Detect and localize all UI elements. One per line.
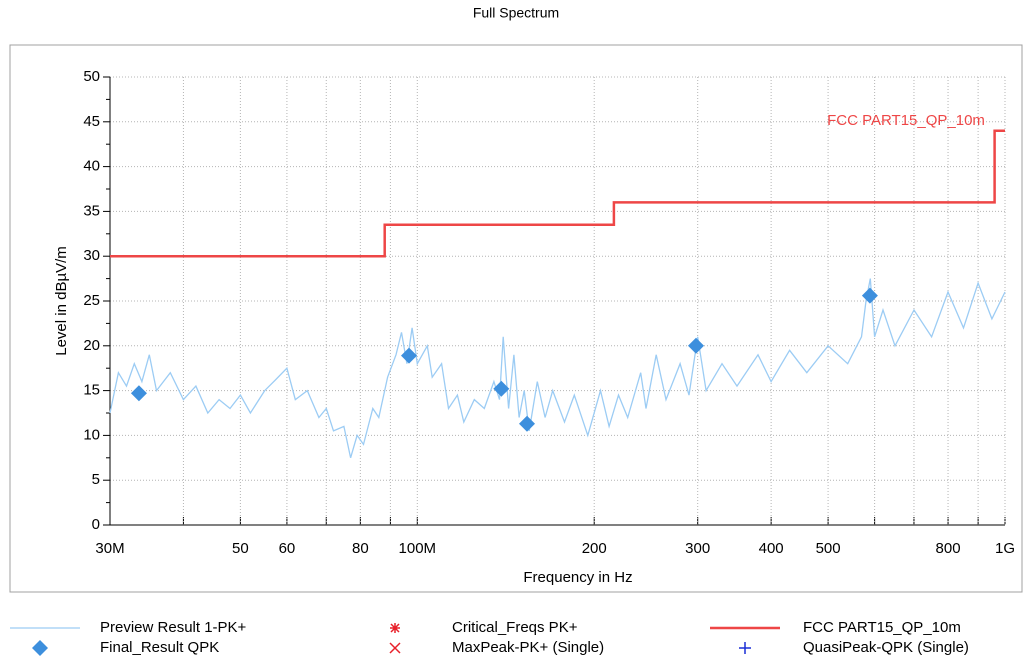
- y-tick-label: 10: [83, 426, 100, 443]
- diamond-marker: [130, 385, 147, 402]
- x-tick-label: 50: [232, 540, 249, 557]
- y-tick-label: 15: [83, 382, 100, 399]
- x-tick-label: 800: [936, 540, 961, 557]
- y-tick-label: 0: [92, 516, 100, 533]
- legend-label: Critical_Freqs PK+: [452, 619, 578, 636]
- legend-label: Final_Result QPK: [100, 639, 219, 656]
- legend-label: Preview Result 1-PK+: [100, 619, 247, 636]
- y-tick-label: 30: [83, 247, 100, 264]
- legend-label: QuasiPeak-QPK (Single): [803, 639, 969, 656]
- diamond-marker: [493, 380, 510, 397]
- y-tick-label: 40: [83, 158, 100, 175]
- y-tick-label: 25: [83, 292, 100, 309]
- y-tick-label: 5: [92, 471, 100, 488]
- x-tick-label: 60: [279, 540, 296, 557]
- x-tick-label: 1G: [995, 540, 1015, 557]
- chart-title: Full Spectrum: [473, 5, 559, 21]
- limit-annotation: FCC PART15_QP_10m: [827, 112, 985, 129]
- series-line: [110, 129, 1005, 258]
- x-axis-label: Frequency in Hz: [523, 569, 632, 586]
- plus-marker: [739, 642, 751, 654]
- x-tick-label: 200: [582, 540, 607, 557]
- diamond-marker: [861, 287, 878, 304]
- y-tick-label: 45: [83, 113, 100, 130]
- x-tick-label: 300: [685, 540, 710, 557]
- y-tick-label: 20: [83, 337, 100, 354]
- legend-label: MaxPeak-PK+ (Single): [452, 639, 604, 656]
- x-tick-label: 100M: [399, 540, 437, 557]
- diamond-marker: [400, 347, 417, 364]
- y-tick-label: 35: [83, 202, 100, 219]
- x-tick-label: 400: [759, 540, 784, 557]
- asterisk-marker: [390, 623, 400, 633]
- x-tick-label: 80: [352, 540, 369, 557]
- x-tick-label: 30M: [95, 540, 124, 557]
- series-line: [109, 278, 1006, 458]
- legend-label: FCC PART15_QP_10m: [803, 619, 961, 636]
- x-tick-label: 500: [816, 540, 841, 557]
- x-marker: [389, 642, 401, 654]
- y-axis-label: Level in dBµV/m: [53, 246, 70, 356]
- diamond-marker: [519, 415, 536, 432]
- y-tick-label: 50: [83, 68, 100, 85]
- chart-frame: [9, 44, 1023, 593]
- diamond-marker: [32, 640, 48, 656]
- diamond-marker: [687, 337, 704, 354]
